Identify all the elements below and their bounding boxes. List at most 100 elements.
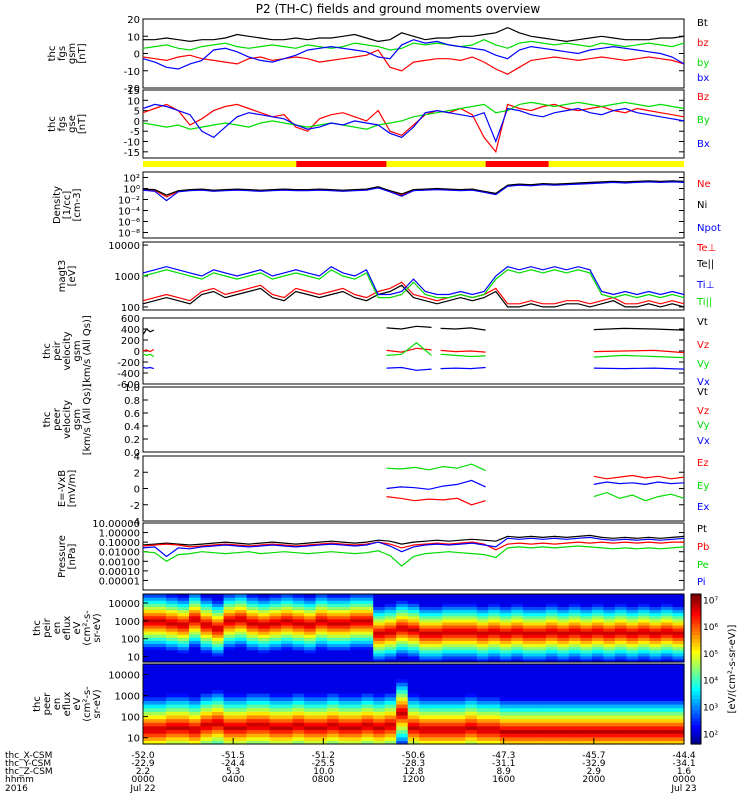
spectro-cell — [338, 696, 351, 701]
y-tick-label: -10 — [124, 138, 140, 149]
spectro-cell — [315, 671, 328, 676]
spectro-cell — [499, 649, 512, 654]
spectro-cell — [200, 600, 213, 604]
spectro-cell — [338, 597, 351, 601]
spectro-cell — [626, 655, 639, 660]
spectro-cell — [453, 643, 466, 648]
spectro-cell — [189, 718, 202, 723]
series-line-Vz — [142, 347, 685, 354]
spectro-cell — [557, 707, 570, 712]
spectro-cell — [281, 700, 294, 705]
spectro-cell — [200, 667, 213, 672]
spectro-cell — [292, 643, 305, 648]
spectro-cell — [281, 696, 294, 701]
spectro-cell — [660, 600, 674, 604]
spectro-cell — [223, 655, 236, 660]
spectro-cell — [350, 637, 363, 641]
spectro-cell — [212, 606, 225, 611]
spectro-cell — [591, 714, 605, 720]
spectro-cell — [350, 606, 363, 611]
spectro-cell — [396, 640, 409, 645]
spectro-cell — [626, 624, 639, 629]
spectro-cell — [603, 603, 616, 607]
spectro-cell — [568, 693, 581, 698]
spectro-cell — [292, 652, 305, 657]
spectro-cell — [568, 689, 581, 694]
spectro-cell — [304, 718, 317, 723]
spectro-cell — [246, 714, 259, 720]
spectro-cell — [246, 671, 259, 676]
spectro-cell — [476, 609, 489, 614]
spectro-cell — [177, 628, 190, 632]
spectro-cell — [580, 667, 593, 672]
spectro-cell — [315, 689, 328, 694]
spectro-cell — [603, 704, 616, 709]
spectro-cell — [499, 615, 512, 620]
spectro-cell — [281, 652, 294, 657]
spectro-cell — [453, 594, 466, 598]
spectro-cell — [672, 700, 685, 705]
spectro-cell — [534, 725, 547, 731]
spectro-cell — [407, 649, 420, 654]
spectro-cell — [511, 612, 524, 617]
spectro-cell — [304, 689, 317, 694]
spectro-cell — [430, 678, 443, 683]
spectro-cell — [269, 678, 282, 683]
y-axis-label: [1/cc] — [62, 191, 73, 220]
spectro-cell — [373, 671, 386, 676]
spectro-cell — [591, 600, 605, 604]
spectro-cell — [649, 640, 662, 645]
spectro-cell — [626, 700, 639, 705]
spectro-cell — [281, 725, 294, 731]
spectro-cell — [637, 682, 651, 687]
colorbar-tick-label: 10³ — [703, 704, 718, 714]
spectro-cell — [580, 603, 593, 607]
spectro-cell — [672, 714, 685, 720]
spectro-cell — [649, 655, 662, 660]
spectro-cell — [499, 612, 512, 617]
spectro-cell — [407, 714, 420, 720]
spectro-cell — [591, 652, 605, 657]
y-tick-label: 0.00001 — [99, 576, 140, 587]
spectro-cell — [419, 612, 432, 617]
spectro-cell — [430, 704, 443, 709]
spectro-cell — [557, 643, 570, 648]
ephemeris-value: -28.3 — [402, 759, 425, 769]
colorbar-cell — [691, 710, 701, 715]
spectro-cell — [499, 704, 512, 709]
ephemeris-value: -52.0 — [131, 751, 155, 761]
spectro-cell — [361, 678, 374, 683]
spectro-cell — [603, 678, 616, 683]
colorbar-cell — [691, 620, 701, 625]
spectro-cell — [166, 649, 179, 654]
spectro-cell — [396, 667, 409, 672]
spectro-cell — [373, 624, 386, 629]
spectro-cell — [580, 718, 593, 723]
spectro-cell — [396, 652, 409, 657]
spectro-cell — [453, 606, 466, 611]
spectro-cell — [373, 736, 386, 741]
spectro-cell — [672, 624, 685, 629]
spectro-cell — [637, 704, 651, 709]
spectro-cell — [143, 736, 156, 741]
spectro-cell — [338, 624, 351, 629]
spectro-cell — [281, 711, 294, 716]
spectro-cell — [557, 624, 570, 629]
spectro-cell — [568, 600, 581, 604]
spectro-cell — [499, 634, 512, 638]
spectro-cell — [511, 606, 524, 611]
spectro-cell — [177, 733, 190, 738]
spectro-cell — [166, 733, 179, 738]
spectro-cell — [488, 634, 501, 638]
spectro-cell — [350, 711, 363, 716]
spectro-cell — [499, 624, 512, 629]
spectro-cell — [534, 707, 547, 712]
spectro-cell — [626, 597, 639, 601]
spectro-cell — [292, 667, 305, 672]
spectro-cell — [304, 631, 317, 635]
spectro-cell — [488, 646, 501, 651]
spectro-cell — [442, 733, 455, 738]
spectro-cell — [327, 624, 340, 629]
spectro-cell — [488, 603, 501, 607]
spectro-cell — [511, 621, 524, 626]
